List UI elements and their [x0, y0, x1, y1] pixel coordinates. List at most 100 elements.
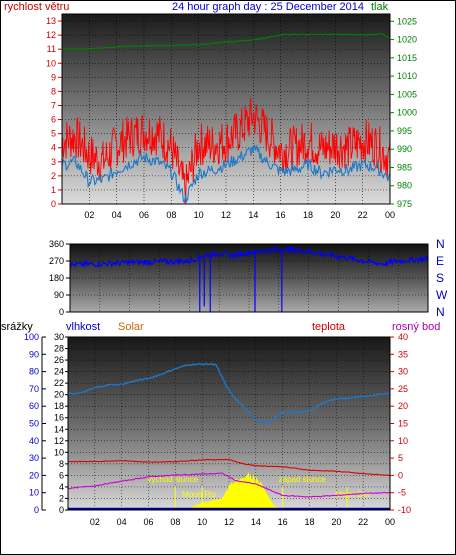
rain-tick-label: 10: [29, 488, 39, 498]
rain-label: srážky: [1, 321, 33, 333]
wind-average-series: [61, 144, 391, 204]
sun-moon-marker-label: východ slunce: [147, 475, 198, 484]
temperature-tick-label: 25: [398, 384, 408, 394]
y-right-tick-label: 995: [397, 126, 412, 136]
x-tick-label: 06: [143, 517, 153, 527]
y-left-tick-label: 12: [46, 30, 56, 40]
y-left-tick-label: 13: [46, 16, 56, 26]
y-right-tick-label: 1005: [397, 89, 417, 99]
temperature-tick-label: 35: [398, 349, 408, 359]
y-left-tick-label: 0: [51, 199, 56, 209]
y-right-tick-label: 1025: [397, 16, 417, 26]
y-right-tick-label: 975: [397, 199, 412, 209]
temperature-tick-label: 10: [398, 436, 408, 446]
humidity-tick-label: 2: [59, 493, 64, 503]
wind-speed-label: rychlost větru: [4, 1, 69, 13]
compass-label: S: [436, 271, 444, 285]
x-tick-label: 20: [331, 517, 341, 527]
sun-moon-marker-label: Moon Ris: [182, 490, 216, 499]
y-left-tick-label: 8: [51, 86, 56, 96]
rain-tick-label: 0: [34, 505, 39, 515]
humidity-tick-label: 26: [54, 355, 64, 365]
temperature-series: [68, 458, 391, 477]
rain-tick-label: 50: [29, 419, 39, 429]
x-tick-label: 20: [330, 210, 340, 220]
humidity-tick-label: 22: [54, 378, 64, 388]
x-tick-label: 04: [117, 517, 127, 527]
x-tick-label: 08: [170, 517, 180, 527]
dewpoint-label: rosný bod: [392, 321, 440, 333]
sun-moon-marker-label: západ slunce: [279, 475, 327, 484]
wind-gust-series: [61, 97, 391, 205]
y-right-tick-label: 1020: [397, 35, 417, 45]
y-left-tick-label: 2: [51, 171, 56, 181]
y-right-tick-label: 990: [397, 144, 412, 154]
y-left-tick-label: 6: [51, 115, 56, 125]
pressure-label: tlak: [371, 1, 389, 13]
humidity-tick-label: 24: [54, 367, 64, 377]
compass-label: N: [436, 305, 445, 319]
x-tick-label: 00: [385, 210, 395, 220]
y-left-tick-label: 4: [51, 143, 56, 153]
wind-direction-panel: 0 N 90 W 180 S 270 E 360 N: [49, 237, 448, 319]
temperature-tick-label: 40: [398, 332, 408, 342]
temperature-label: teplota: [312, 321, 346, 333]
x-tick-label: 18: [304, 517, 314, 527]
wind-pressure-plot-area: [62, 14, 390, 204]
x-tick-label: 12: [221, 210, 231, 220]
y-left-tick-label: 3: [51, 157, 56, 167]
temperature-tick-label: 5: [398, 453, 403, 463]
y-left-tick-label: 7: [51, 100, 56, 110]
y-tick-label: 360: [49, 239, 64, 249]
temperature-tick-label: 30: [398, 367, 408, 377]
wind-direction-series: [69, 245, 429, 269]
humidity-tick-label: 0: [59, 505, 64, 515]
y-tick-label: 180: [49, 273, 64, 283]
rain-tick-label: 60: [29, 401, 39, 411]
humidity-tick-label: 4: [59, 482, 64, 492]
humidity-tick-label: 6: [59, 470, 64, 480]
chart-title: 24 hour graph day : 25 December 2014: [172, 1, 364, 13]
x-tick-label: 22: [358, 210, 368, 220]
humidity-tick-label: 30: [54, 332, 64, 342]
x-tick-label: 02: [90, 517, 100, 527]
y-left-tick-label: 5: [51, 129, 56, 139]
temperature-tick-label: 15: [398, 419, 408, 429]
x-tick-label: 16: [278, 517, 288, 527]
y-right-tick-label: 985: [397, 162, 412, 172]
y-tick-label: 270: [49, 256, 64, 266]
humidity-tick-label: 20: [54, 390, 64, 400]
humidity-label: vlhkost: [66, 321, 100, 333]
compass-label: N: [436, 237, 445, 251]
x-tick-label: 18: [303, 210, 313, 220]
humidity-tick-label: 28: [54, 344, 64, 354]
y-right-tick-label: 1015: [397, 53, 417, 63]
rain-tick-label: 20: [29, 470, 39, 480]
rain-tick-label: 90: [29, 349, 39, 359]
x-tick-label: 10: [197, 517, 207, 527]
x-tick-label: 08: [166, 210, 176, 220]
rain-tick-label: 100: [24, 332, 39, 342]
x-tick-label: 06: [139, 210, 149, 220]
y-left-tick-label: 9: [51, 72, 56, 82]
x-tick-label: 16: [276, 210, 286, 220]
y-left-tick-label: 10: [46, 58, 56, 68]
y-left-tick-label: 1: [51, 185, 56, 195]
temperature-tick-label: -10: [398, 505, 411, 515]
x-tick-label: 00: [385, 517, 395, 527]
humidity-tick-label: 18: [54, 401, 64, 411]
dewpoint-series: [67, 472, 391, 498]
temperature-tick-label: -5: [398, 488, 406, 498]
humidity-tick-label: 8: [59, 459, 64, 469]
y-tick-label: 0: [59, 307, 64, 317]
x-tick-label: 14: [251, 517, 261, 527]
x-tick-label: 14: [248, 210, 258, 220]
y-right-tick-label: 1000: [397, 108, 417, 118]
temperature-tick-label: 0: [398, 470, 403, 480]
x-tick-label: 10: [194, 210, 204, 220]
wind-pressure-plot-frame: [61, 13, 391, 205]
x-tick-label: 12: [224, 517, 234, 527]
x-tick-label: 02: [84, 210, 94, 220]
